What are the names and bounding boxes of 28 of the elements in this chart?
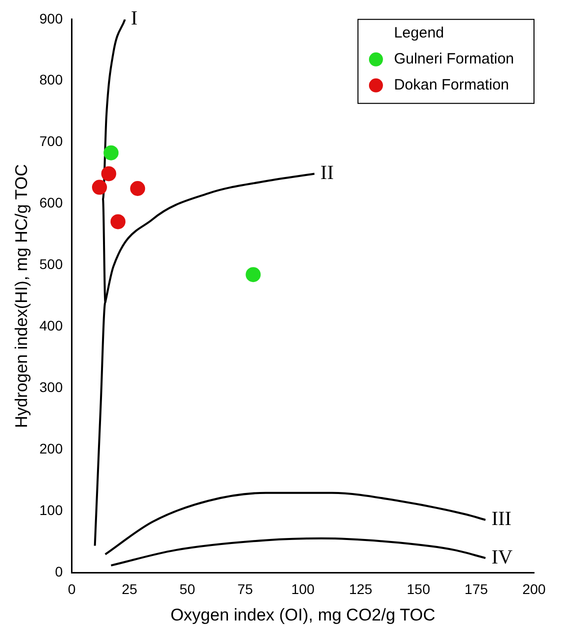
- x-tick-label: 200: [522, 581, 546, 598]
- y-axis-title: Hydrogen index(HI), mg HC/g TOC: [12, 164, 31, 428]
- y-tick-label: 100: [39, 502, 63, 518]
- x-tick-label: 175: [464, 581, 488, 598]
- series-label: II: [320, 162, 334, 184]
- y-tick-label: 600: [39, 194, 63, 211]
- series-label: I: [130, 8, 138, 30]
- y-tick-label: 700: [39, 133, 63, 150]
- y-tick-label: 800: [39, 72, 63, 88]
- x-tick-label: 50: [180, 581, 196, 598]
- x-tick-label: 150: [406, 581, 430, 598]
- series-label: III: [491, 508, 512, 530]
- y-tick-label: 900: [39, 10, 63, 26]
- x-axis-title: Oxygen index (OI), mg CO2/g TOC: [170, 605, 436, 624]
- x-tick-label: 125: [348, 581, 373, 598]
- x-tick-label: 25: [122, 581, 138, 598]
- x-tick-label: 0: [68, 581, 76, 598]
- legend-label: Dokan Formation: [394, 76, 510, 94]
- x-tick-label: 75: [237, 581, 254, 598]
- series-label: IV: [491, 546, 514, 568]
- legend-label: Gulneri Formation: [394, 50, 514, 68]
- x-tick-label: 100: [291, 581, 315, 598]
- legend-title: Legend: [394, 24, 444, 42]
- y-tick-label: 500: [39, 256, 63, 272]
- y-tick-label: 300: [39, 379, 63, 396]
- y-tick-label: 200: [39, 440, 63, 457]
- y-tick-label: 400: [39, 318, 63, 334]
- y-tick-label: 0: [54, 564, 63, 580]
